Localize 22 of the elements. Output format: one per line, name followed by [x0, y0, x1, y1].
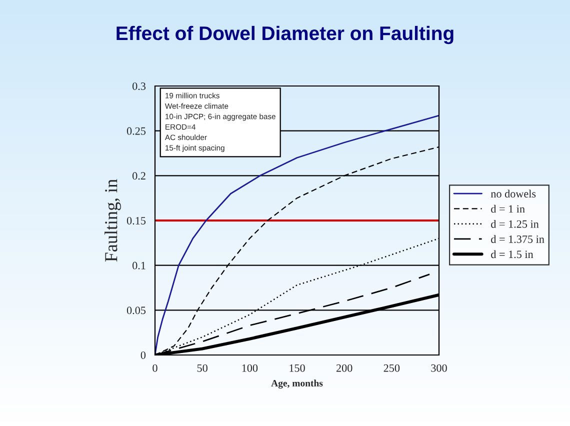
legend-label: d = 1.5 in — [491, 250, 534, 258]
chart-title: Effect of Dowel Diameter on Faulting — [116, 26, 454, 44]
legend-label: d = 1 in — [491, 204, 525, 213]
y-tick-label: 0.2 — [132, 172, 146, 180]
legend-label: d = 1.25 in — [491, 220, 539, 228]
y-tick-label: 0.25 — [126, 127, 146, 135]
y-tick-label: 0 — [140, 351, 146, 359]
x-tick-label: 200 — [336, 364, 352, 372]
x-axis-title: Age, months — [271, 380, 323, 389]
x-tick-label: 150 — [290, 364, 305, 372]
y-tick-label: 0.3 — [132, 82, 146, 90]
legend-label: d = 1.375 in — [491, 235, 544, 244]
y-tick-label: 0.1 — [132, 262, 146, 270]
x-tick-label: 0 — [152, 364, 158, 372]
y-axis-title: Faulting, in — [104, 179, 121, 262]
x-tick-label: 50 — [197, 364, 208, 372]
x-tick-label: 250 — [384, 364, 400, 372]
y-tick-label: 0.15 — [126, 216, 146, 225]
legend-label: no dowels — [490, 190, 536, 198]
x-tick-label: 300 — [431, 364, 447, 372]
x-tick-label: 100 — [242, 364, 258, 372]
y-tick-label: 0.05 — [126, 306, 146, 314]
